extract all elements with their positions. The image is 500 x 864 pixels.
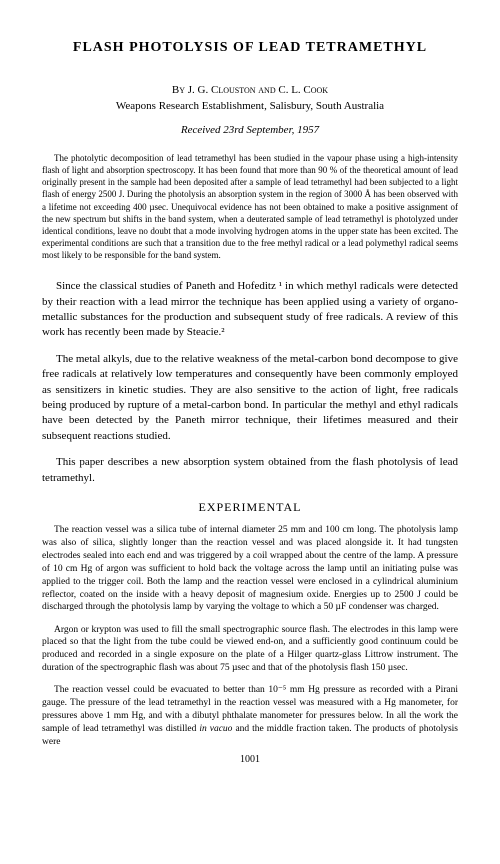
affiliation: Weapons Research Establishment, Salisbur… [42,100,458,112]
body-paragraph-2: The metal alkyls, due to the relative we… [42,352,458,444]
byline: By J. G. Clouston and C. L. Cook [42,84,458,96]
experimental-paragraph-1: The reaction vessel was a silica tube of… [42,524,458,614]
article-title: FLASH PHOTOLYSIS OF LEAD TETRAMETHYL [42,40,458,56]
byline-authors: J. G. Clouston and C. L. Cook [188,84,328,96]
abstract-text: The photolytic decomposition of lead tet… [42,152,458,261]
section-heading-experimental: EXPERIMENTAL [42,500,458,515]
body-paragraph-1: Since the classical studies of Paneth an… [42,279,458,341]
byline-by: By [172,84,188,96]
journal-page: FLASH PHOTOLYSIS OF LEAD TETRAMETHYL By … [0,0,500,785]
experimental-paragraph-2: Argon or krypton was used to fill the sm… [42,624,458,675]
page-number: 1001 [42,754,458,765]
exp3-italic: in vacuo [199,724,232,734]
experimental-paragraph-3: The reaction vessel could be evacuated t… [42,684,458,748]
received-date: Received 23rd September, 1957 [42,124,458,136]
body-paragraph-3: This paper describes a new absorption sy… [42,455,458,486]
